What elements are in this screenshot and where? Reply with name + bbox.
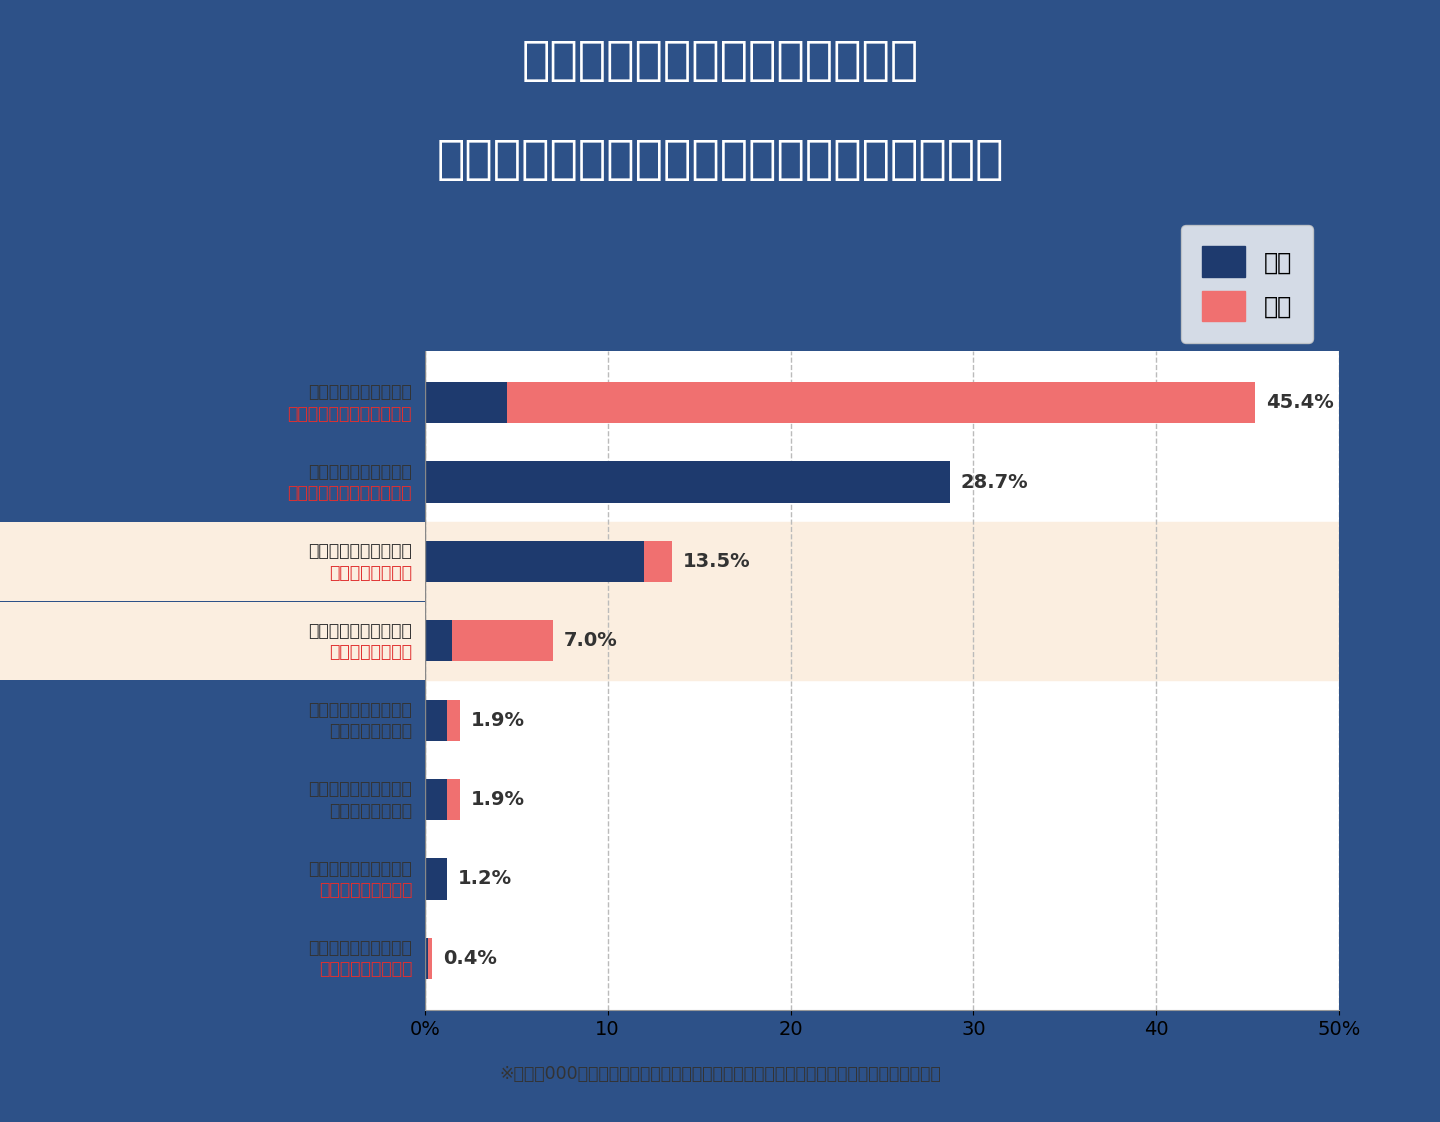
Text: 0.4%: 0.4%	[444, 949, 497, 967]
Bar	[0, 522, 425, 600]
Text: 相手が単身赴任をして: 相手が単身赴任をして	[308, 384, 412, 402]
Bar	[425, 858, 446, 900]
Text: どちらも浮気をした: どちらも浮気をした	[318, 960, 412, 978]
Text: 7.0%: 7.0%	[564, 632, 618, 651]
Bar	[425, 541, 644, 582]
Text: 相手が単身赴任をして: 相手が単身赴任をして	[308, 780, 412, 798]
Bar	[446, 779, 459, 820]
Text: 45.4%: 45.4%	[1266, 394, 1333, 412]
Bar	[0, 601, 425, 680]
Text: 自分が単身赴任をして: 自分が単身赴任をして	[308, 701, 412, 719]
Bar	[425, 620, 452, 662]
Text: どちらも浮気をしていない: どちらも浮気をしていない	[288, 405, 412, 423]
Text: 1.2%: 1.2%	[458, 870, 511, 889]
Text: 相手が単身赴任をして: 相手が単身赴任をして	[308, 939, 412, 957]
Text: 自分が浮気をした: 自分が浮気をした	[330, 801, 412, 820]
Bar	[644, 541, 671, 582]
Bar	[507, 383, 1256, 423]
Bar	[429, 938, 432, 978]
Text: 単身赴任中の浮気についてのアンケート結果: 単身赴任中の浮気についてのアンケート結果	[436, 138, 1004, 183]
Text: どちらも浮気をした: どちらも浮気をした	[318, 881, 412, 899]
Bar	[425, 383, 507, 423]
Text: 1.9%: 1.9%	[471, 710, 524, 729]
Legend: 男性, 女性: 男性, 女性	[1181, 226, 1313, 342]
Bar	[425, 461, 949, 503]
Text: ※全国１000人の男女を対象に「単身赴任と浮気や離婚に関するアンケート」の調査を実施: ※全国１000人の男女を対象に「単身赴任と浮気や離婚に関するアンケート」の調査を…	[500, 1065, 940, 1084]
Text: 28.7%: 28.7%	[960, 472, 1028, 491]
Text: 相手が浮気をした: 相手が浮気をした	[330, 643, 412, 661]
Text: 相手が浮気をした: 相手が浮気をした	[330, 723, 412, 741]
Text: 自分が単身赴任をして: 自分が単身赴任をして	[308, 542, 412, 560]
Text: 「単身赴任中の浮気は多い？」: 「単身赴任中の浮気は多い？」	[521, 39, 919, 84]
Text: 自分が単身赴任をして: 自分が単身赴任をして	[308, 859, 412, 877]
Text: 自分が浮気をした: 自分が浮気をした	[330, 563, 412, 581]
Text: 13.5%: 13.5%	[683, 552, 750, 571]
Bar	[452, 620, 553, 662]
Bar	[425, 699, 446, 741]
Bar	[425, 779, 446, 820]
Bar	[446, 699, 459, 741]
Bar	[425, 938, 429, 978]
Text: 自分が単身赴任をして: 自分が単身赴任をして	[308, 462, 412, 481]
Text: どちらも浮気をしていない: どちらも浮気をしていない	[288, 485, 412, 503]
Text: 相手が単身赴任をして: 相手が単身赴任をして	[308, 622, 412, 640]
Bar	[425, 601, 1339, 680]
Text: 1.9%: 1.9%	[471, 790, 524, 809]
Bar	[425, 522, 1339, 600]
